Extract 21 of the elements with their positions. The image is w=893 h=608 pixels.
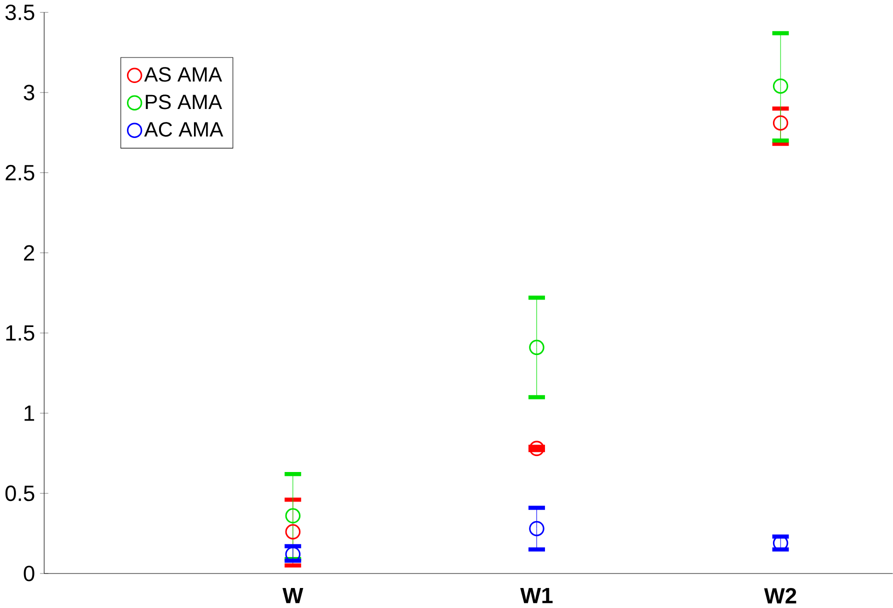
x-tick-label: W — [282, 588, 304, 604]
x-tick-label: W1 — [520, 588, 553, 604]
legend-label: PS AMA — [146, 94, 222, 110]
y-tick-label: 2.5 — [6, 164, 34, 181]
point — [529, 520, 544, 536]
point — [529, 340, 544, 356]
y-tick-label: 3 — [24, 84, 34, 100]
point — [772, 115, 788, 131]
y-tick-label: 0.5 — [5, 486, 34, 502]
x-tick-label: W2 — [764, 588, 796, 604]
point — [772, 78, 788, 94]
y-tick-label: 3.5 — [5, 4, 34, 20]
y-tick-label: 2 — [24, 245, 34, 261]
point — [285, 524, 301, 540]
y-tick-label: 0 — [24, 566, 34, 582]
point — [285, 508, 301, 524]
legend-label: AS AMA — [144, 67, 222, 82]
legend-label: AC AMA — [144, 122, 224, 137]
y-tick-label: 1.5 — [6, 325, 34, 341]
y-tick-label: 1 — [24, 406, 34, 421]
point — [529, 440, 544, 456]
